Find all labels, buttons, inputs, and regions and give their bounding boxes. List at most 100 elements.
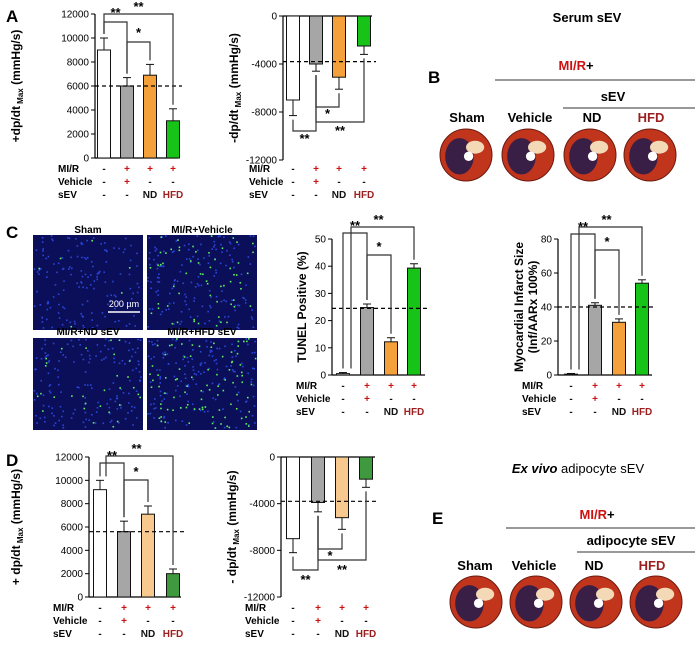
sig-bracket-2 — [366, 254, 392, 334]
tunel-dot — [159, 263, 162, 266]
nucleus-dot — [254, 340, 256, 343]
nucleus-dot — [43, 416, 46, 419]
sig-bracket-2 — [315, 58, 365, 123]
tunel-dot — [178, 246, 181, 249]
y-tick-label: 40 — [315, 262, 327, 273]
sig-label-1: ** — [133, 0, 144, 14]
nucleus-dot — [60, 415, 63, 418]
nucleus-dot — [76, 245, 79, 247]
nucleus-dot — [36, 290, 38, 293]
tunel-dot — [149, 267, 152, 269]
tunel-dot — [205, 280, 208, 282]
nucleus-dot — [114, 400, 117, 403]
nucleus-dot — [238, 304, 241, 307]
nucleus-dot — [33, 268, 36, 271]
nucleus-dot — [83, 327, 86, 329]
tunel-dot — [206, 384, 208, 387]
condition-value-1-2: - — [148, 177, 151, 188]
nucleus-dot — [92, 265, 94, 268]
nucleus-dot — [251, 414, 254, 417]
tunel-dot — [82, 395, 84, 398]
nucleus-dot — [187, 400, 189, 403]
tunel-dot — [193, 320, 195, 323]
nucleus-dot — [134, 325, 137, 327]
nucleus-dot — [84, 384, 86, 386]
nucleus-dot — [205, 340, 208, 342]
heart-lumen-1 — [525, 151, 536, 161]
tunel-dot — [85, 347, 87, 349]
nucleus-dot — [118, 362, 121, 365]
tunel-dot — [198, 408, 201, 410]
nucleus-dot — [49, 383, 52, 386]
nucleus-dot — [161, 310, 164, 313]
tunel-dot — [189, 355, 192, 358]
nucleus-dot — [237, 304, 239, 307]
nucleus-dot — [248, 424, 250, 426]
nucleus-dot — [54, 284, 57, 286]
condition-value-2-1: - — [593, 407, 596, 418]
nucleus-dot — [47, 372, 50, 375]
nucleus-dot — [220, 243, 222, 246]
nucleus-dot — [224, 316, 226, 318]
nucleus-dot — [73, 320, 76, 323]
adipocyte-header: Ex vivo adipocyte sEV MI/R + adipocyte s… — [457, 461, 695, 573]
tunel-dot — [237, 340, 240, 343]
nucleus-dot — [231, 260, 234, 263]
nucleus-dot — [209, 351, 212, 353]
nucleus-dot — [159, 375, 162, 378]
nucleus-dot — [192, 369, 195, 371]
nucleus-dot — [96, 406, 99, 409]
tunel-dot — [200, 390, 203, 392]
bar-0 — [286, 456, 300, 540]
nucleus-dot — [155, 248, 158, 250]
nucleus-dot — [108, 339, 110, 342]
tunel-dot — [246, 340, 248, 343]
nucleus-dot — [233, 370, 236, 373]
nucleus-dot — [195, 373, 198, 376]
nucleus-dot — [42, 254, 44, 257]
nucleus-dot — [247, 343, 249, 346]
bar-3 — [166, 573, 180, 598]
nucleus-dot — [86, 239, 88, 242]
nucleus-dot — [48, 405, 50, 408]
y-tick-label: 0 — [271, 12, 277, 23]
y-axis-label-line2: (Inf/AARx 100%) — [526, 261, 540, 354]
adipocyte-group-sham: Sham — [457, 558, 492, 573]
micrograph-nd — [33, 338, 143, 430]
nucleus-dot — [240, 273, 243, 276]
sig-bracket-1 — [350, 226, 415, 369]
heart-lumen-3 — [653, 598, 664, 608]
sig-label-2: * — [376, 239, 382, 254]
nucleus-dot — [132, 424, 134, 426]
nucleus-dot — [178, 327, 181, 330]
tunel-dot — [185, 406, 188, 409]
nucleus-dot — [176, 385, 179, 387]
nucleus-dot — [192, 255, 194, 258]
nucleus-dot — [250, 378, 253, 381]
tunel-dot — [195, 251, 197, 253]
bar-2 — [335, 456, 349, 519]
nucleus-dot — [42, 327, 45, 329]
nucleus-dot — [56, 271, 58, 274]
nucleus-dot — [183, 244, 186, 247]
condition-value-2-0: - — [291, 629, 294, 640]
condition-value-2-3: HFD — [163, 190, 184, 201]
nucleus-dot — [69, 266, 71, 268]
condition-value-1-1: + — [313, 177, 319, 188]
condition-value-0-3: + — [411, 381, 417, 392]
condition-value-2-2: ND — [141, 629, 155, 640]
nucleus-dot — [53, 415, 55, 417]
nucleus-dot — [48, 359, 51, 362]
nucleus-dot — [58, 360, 60, 362]
nucleus-dot — [186, 356, 189, 359]
nucleus-dot — [57, 262, 60, 265]
nucleus-dot — [149, 412, 152, 415]
tunel-dot — [230, 303, 232, 306]
nucleus-dot — [157, 254, 160, 257]
nucleus-dot — [225, 365, 228, 368]
nucleus-dot — [85, 338, 87, 341]
tunel-dot — [36, 395, 39, 398]
nucleus-dot — [237, 323, 240, 326]
nucleus-dot — [242, 365, 244, 368]
nucleus-dot — [193, 300, 195, 302]
